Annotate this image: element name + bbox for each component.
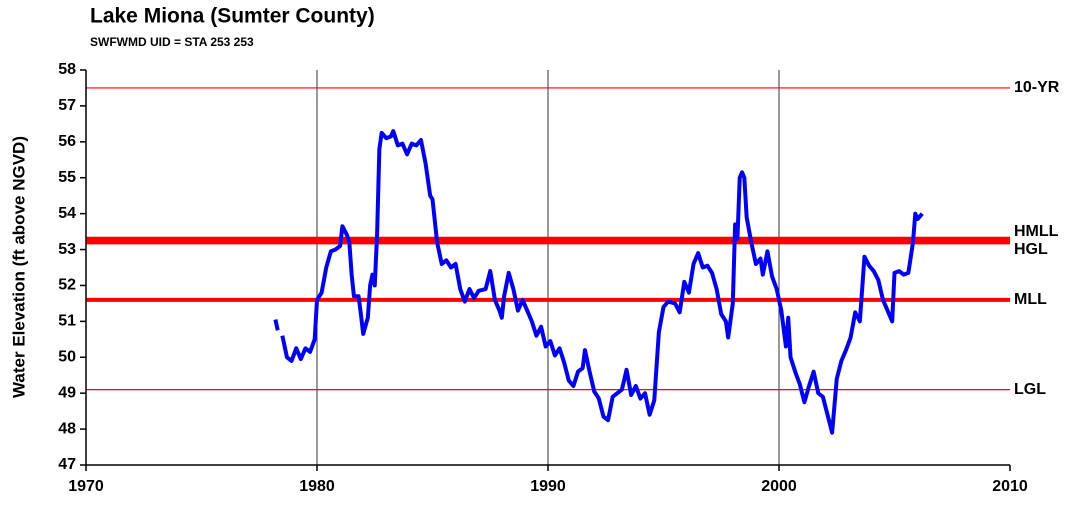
y-tick-label: 47 [58, 456, 76, 473]
x-tick-label: 2000 [761, 478, 797, 495]
x-tick-label: 1980 [299, 478, 335, 495]
reference-label: MLL [1014, 291, 1047, 308]
y-tick-label: 56 [58, 133, 76, 150]
y-tick-label: 48 [58, 420, 76, 437]
x-tick-label: 2010 [992, 478, 1028, 495]
data-line [280, 129, 924, 435]
y-tick-label: 53 [58, 241, 76, 258]
y-tick-label: 51 [58, 313, 76, 330]
reference-label: HMLL [1014, 223, 1059, 240]
data-line [273, 319, 280, 331]
y-axis-label: Water Elevation (ft above NGVD) [9, 136, 28, 398]
x-tick-label: 1970 [68, 478, 104, 495]
y-tick-label: 49 [58, 384, 76, 401]
reference-label: LGL [1014, 381, 1046, 398]
y-tick-label: 54 [58, 205, 76, 222]
x-tick-label: 1990 [530, 478, 566, 495]
chart-title: Lake Miona (Sumter County) [90, 5, 375, 28]
y-tick-label: 50 [58, 348, 76, 365]
reference-label: HGL [1014, 241, 1048, 258]
y-tick-label: 55 [58, 169, 76, 186]
y-tick-label: 58 [58, 61, 76, 78]
chart-subtitle: SWFWMD UID = STA 253 253 [90, 35, 254, 49]
y-tick-label: 52 [58, 277, 76, 294]
y-tick-label: 57 [58, 97, 76, 114]
reference-label: 10-YR [1014, 79, 1060, 96]
